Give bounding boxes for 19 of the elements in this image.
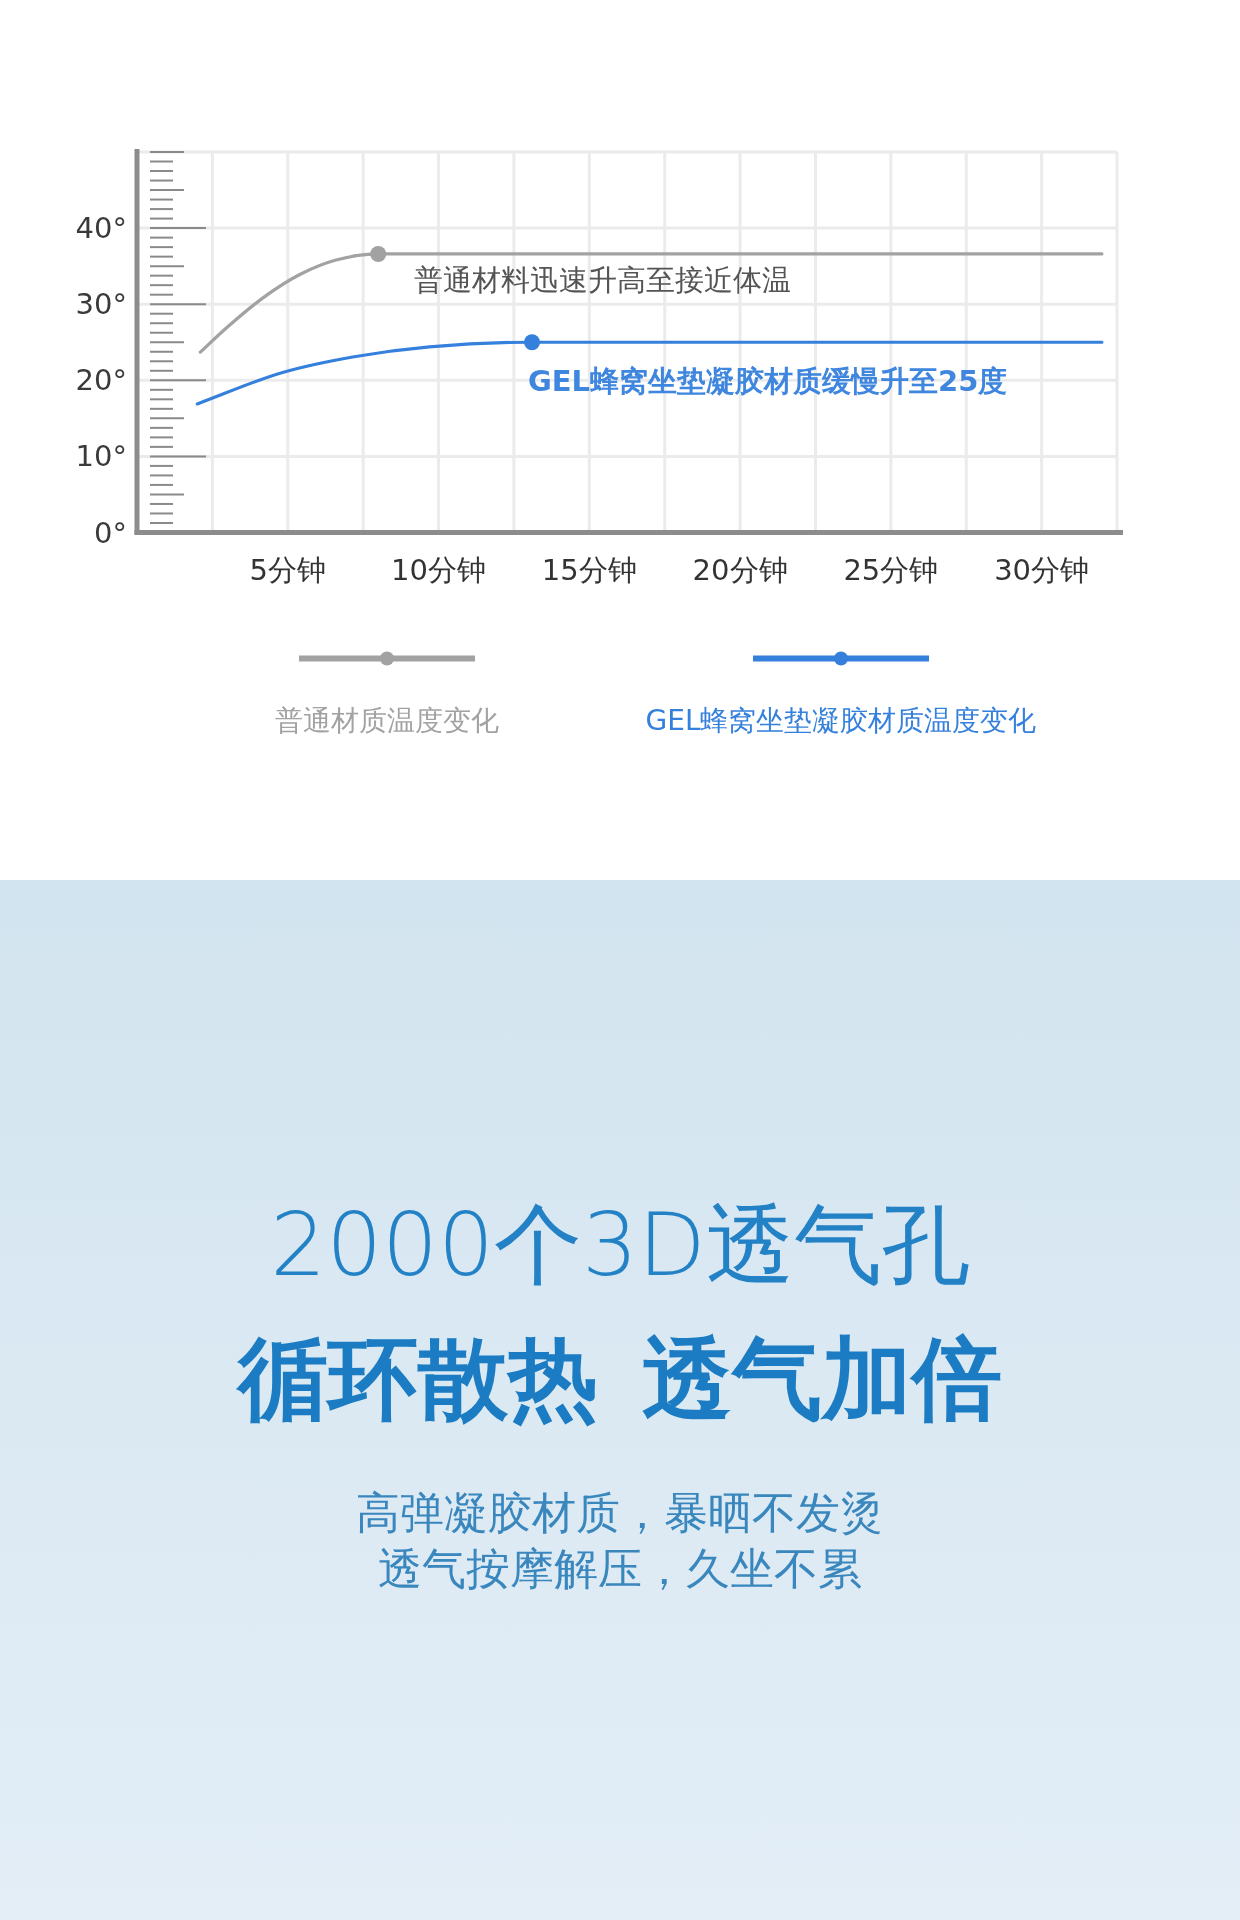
text: 普通材质温度变化	[275, 703, 499, 736]
x-tick-label: 5分钟	[249, 552, 326, 587]
y-tick-label: 10°	[75, 439, 127, 474]
y-tick-label: 40°	[75, 211, 127, 246]
y-tick-label: 0°	[94, 515, 127, 550]
annotation: 普通材料迅速升高至接近体温	[414, 262, 792, 297]
x-tick-label: 15分钟	[541, 552, 637, 587]
x-tick-label: 10分钟	[391, 552, 486, 587]
x-tick-label: 20分钟	[692, 552, 788, 587]
x-tick-label: 30分钟	[994, 552, 1090, 587]
text: 循环散热 透气加倍	[235, 1325, 1002, 1431]
annotation: GEL蜂窝坐垫凝胶材质缓慢升至25度	[528, 364, 1008, 399]
y-tick-label: 20°	[75, 363, 127, 398]
x-tick-label: 25分钟	[843, 552, 939, 587]
text: 透气按摩解压，久坐不累	[378, 1542, 862, 1594]
y-tick-label: 30°	[75, 287, 127, 322]
text: 2000个3D透气孔	[270, 1192, 970, 1296]
text: 高弹凝胶材质，暴晒不发烫	[356, 1486, 884, 1538]
text: GEL蜂窝坐垫凝胶材质温度变化	[645, 703, 1037, 736]
